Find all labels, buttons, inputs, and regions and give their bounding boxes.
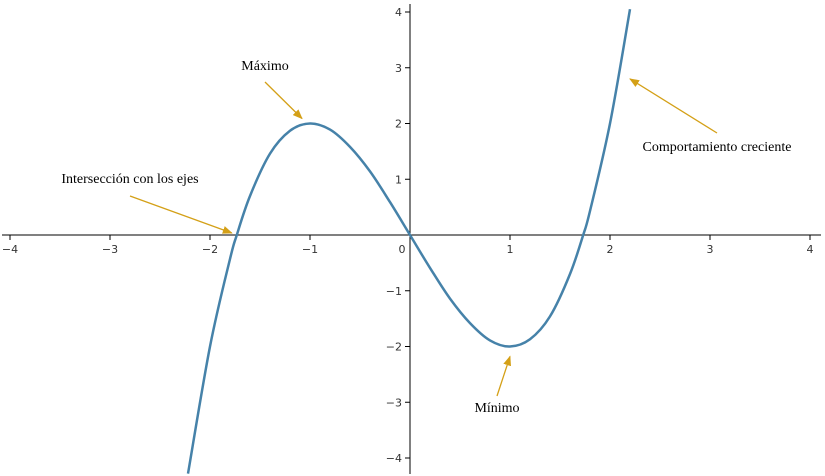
- x-tick-label: 3: [707, 243, 714, 256]
- x-tick-label: −2: [202, 243, 218, 256]
- y-tick-label: −3: [386, 396, 402, 409]
- annotation-minimum-arrow: [496, 355, 511, 397]
- function-curve: [186, 8, 632, 474]
- x-tick-label: −4: [2, 243, 18, 256]
- y-tick-label: 4: [395, 6, 402, 19]
- x-tick-label: 0: [399, 243, 406, 256]
- annotation-maximum-label: Máximo: [241, 59, 288, 74]
- annotation-axis-intersection-arrow: [129, 195, 233, 234]
- annotation-increasing-label: Comportamiento creciente: [643, 140, 792, 155]
- curve-layer: [186, 8, 632, 474]
- annotation-axis-intersection-label: Intersección con los ejes: [61, 172, 198, 187]
- annotation-minimum-label: Mínimo: [474, 401, 519, 416]
- y-tick-label: 1: [395, 173, 402, 186]
- x-tick-label: 2: [607, 243, 614, 256]
- tick-marks: [9, 11, 811, 459]
- y-tick-label: −1: [386, 285, 402, 298]
- x-tick-label: −1: [302, 243, 318, 256]
- annotation-maximum-arrow: [264, 81, 303, 120]
- x-tick-label: 1: [507, 243, 514, 256]
- annotation-increasing-arrow: [629, 78, 718, 134]
- y-tick-label: −2: [386, 341, 402, 354]
- annotations: Máximo Intersección con los ejes Mínimo Com…: [61, 59, 791, 416]
- y-tick-label: 2: [395, 118, 402, 131]
- y-tick-label: −4: [386, 452, 402, 465]
- y-tick-label: 3: [395, 62, 402, 75]
- x-tick-label: 4: [807, 243, 814, 256]
- x-tick-label: −3: [102, 243, 118, 256]
- tick-labels: −4 −3 −2 −1 0 1 2 3 4 −4 −3 −2 −1 1 2 3 4: [2, 6, 814, 465]
